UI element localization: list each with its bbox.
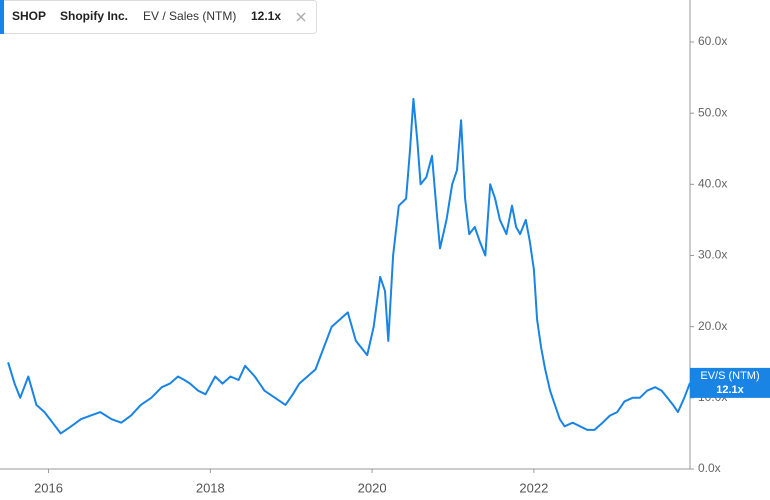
y-tick-label: 0.0x	[698, 461, 721, 475]
x-tick-label: 2020	[358, 480, 387, 495]
legend-metric: EV / Sales (NTM)	[143, 9, 236, 23]
y-tick-label: 40.0x	[698, 177, 727, 191]
y-tick-label: 60.0x	[698, 34, 727, 48]
end-label-value: 12.1x	[716, 384, 744, 396]
x-tick-label: 2022	[519, 480, 548, 495]
y-tick-label: 50.0x	[698, 105, 727, 119]
x-tick-label: 2016	[34, 480, 63, 495]
legend-ticker: SHOP	[12, 9, 46, 23]
y-tick-label: 30.0x	[698, 248, 727, 262]
legend-value: 12.1x	[251, 9, 281, 23]
series-line	[7, 97, 691, 435]
legend-accent	[0, 0, 4, 34]
legend-company: Shopify Inc.	[60, 9, 128, 23]
end-label-box	[690, 367, 770, 398]
end-label-name: EV/S (NTM)	[700, 370, 759, 382]
legend-box: SHOP Shopify Inc. EV / Sales (NTM) 12.1x	[0, 0, 317, 34]
x-tick-label: 2018	[196, 480, 225, 495]
y-tick-label: 20.0x	[698, 319, 727, 333]
close-icon[interactable]	[296, 12, 306, 22]
